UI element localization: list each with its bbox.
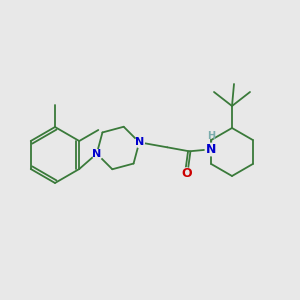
Text: O: O [181,167,192,180]
Text: H: H [207,131,215,141]
Text: N: N [92,149,101,159]
Text: N: N [135,137,144,147]
Text: N: N [206,143,216,156]
